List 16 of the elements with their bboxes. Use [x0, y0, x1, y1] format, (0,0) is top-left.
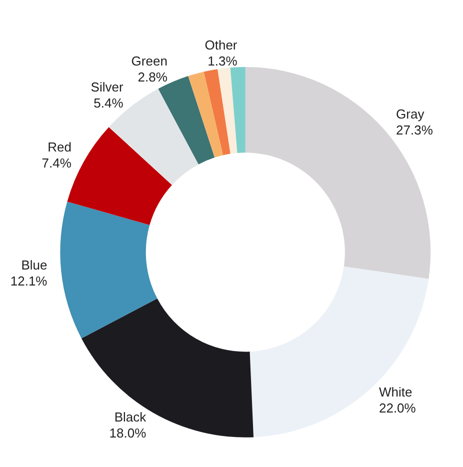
data-label: 2.8% — [138, 69, 168, 84]
data-label: 7.4% — [42, 156, 72, 171]
data-label: 5.4% — [94, 95, 124, 110]
slice-label: Silver — [90, 79, 124, 94]
slice-label: Blue — [21, 257, 48, 272]
data-label: 12.1% — [10, 273, 48, 288]
data-label: 18.0% — [109, 425, 147, 440]
slice-label: Black — [114, 409, 147, 424]
slice-label: White — [378, 384, 412, 400]
slice-label: Red — [48, 140, 72, 155]
data-label: 27.3% — [396, 122, 434, 138]
slice-label: Green — [131, 53, 168, 68]
data-label: 22.0% — [378, 400, 416, 416]
slice-label: Gray — [396, 106, 425, 122]
data-label: 1.3% — [208, 54, 238, 69]
slice-label: Other — [204, 38, 238, 53]
